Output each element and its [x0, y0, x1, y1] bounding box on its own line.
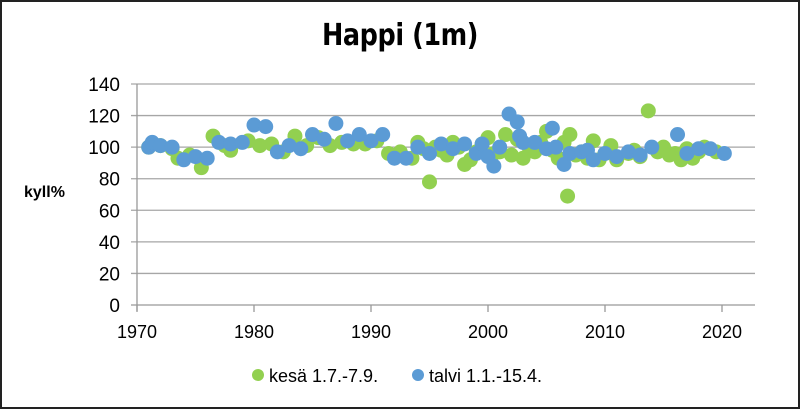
legend-marker-icon [412, 369, 424, 381]
talvi-data-point [433, 136, 449, 152]
x-tick-label: 1970 [117, 322, 157, 342]
talvi-data-point [188, 149, 203, 165]
talvi-data-point [702, 141, 718, 157]
kesa-data-point [640, 103, 656, 119]
x-tick-label: 2000 [468, 322, 508, 342]
talvi-data-point [164, 139, 180, 155]
talvi-data-point [716, 145, 732, 161]
talvi-data-point [152, 138, 168, 154]
talvi-data-point [246, 117, 262, 133]
talvi-data-point [211, 134, 227, 150]
talvi-data-point [597, 145, 613, 161]
kesa-data-point [503, 147, 519, 163]
talvi-data-point [609, 149, 625, 165]
y-tick-label: 120 [88, 107, 120, 128]
talvi-data-point [544, 120, 560, 136]
y-tick-label: 80 [99, 170, 120, 191]
legend-label: talvi 1.1.-15.4. [429, 366, 542, 386]
talvi-data-point [398, 150, 414, 166]
talvi-data-point [644, 139, 660, 155]
kesa-data-point [515, 150, 531, 166]
talvi-data-point [445, 141, 461, 157]
x-tick-label: 1990 [351, 322, 391, 342]
talvi-data-point [316, 131, 332, 147]
y-axis-label: kyll% [24, 184, 65, 201]
talvi-data-point [234, 134, 250, 150]
talvi-data-point [527, 134, 543, 150]
talvi-data-point [585, 152, 601, 168]
talvi-data-point [548, 139, 564, 155]
kesa-data-point [562, 127, 578, 143]
talvi-data-point [293, 141, 309, 157]
talvi-data-point [386, 150, 402, 166]
talvi-data-point [632, 147, 648, 163]
talvi-data-point [509, 114, 525, 130]
talvi-data-point [410, 139, 426, 155]
talvi-data-point [363, 133, 379, 149]
talvi-data-point [620, 144, 636, 160]
talvi-data-point [422, 145, 437, 161]
chart-title: Happi (1m) [321, 18, 479, 53]
kesa-data-point [560, 188, 576, 204]
talvi-data-point [486, 158, 502, 174]
y-tick-label: 60 [99, 201, 120, 222]
talvi-data-point [375, 127, 391, 143]
talvi-data-point [457, 136, 473, 152]
talvi-data-point [474, 136, 490, 152]
talvi-data-point [199, 150, 215, 166]
x-tick-label: 2010 [585, 322, 625, 342]
y-tick-label: 20 [99, 264, 120, 285]
talvi-data-point [176, 152, 192, 168]
y-tick-label: 140 [88, 75, 120, 96]
talvi-data-point [328, 115, 344, 131]
talvi-data-point [281, 138, 297, 154]
talvi-data-point [223, 136, 239, 152]
talvi-data-point [269, 144, 285, 160]
talvi-data-point [556, 157, 572, 173]
talvi-data-point [340, 133, 356, 149]
talvi-data-point [691, 141, 707, 157]
kesa-data-point [498, 127, 514, 143]
talvi-data-point [679, 145, 695, 161]
y-tick-label: 0 [109, 296, 120, 317]
y-tick-label: 40 [99, 233, 120, 254]
talvi-data-point [670, 127, 686, 143]
kesa-data-point [252, 138, 268, 154]
kesa-data-point [422, 174, 437, 190]
talvi-data-point [515, 134, 531, 150]
talvi-data-point [562, 145, 578, 161]
legend-marker-icon [252, 369, 264, 381]
y-tick-label: 100 [88, 138, 120, 159]
x-tick-label: 1980 [234, 322, 274, 342]
talvi-data-point [492, 139, 508, 155]
talvi-data-point [258, 119, 274, 135]
talvi-data-point [305, 127, 320, 143]
x-tick-label: 2020 [702, 322, 742, 342]
legend-label: kesä 1.7.-7.9. [269, 366, 378, 386]
talvi-data-point [351, 127, 367, 143]
